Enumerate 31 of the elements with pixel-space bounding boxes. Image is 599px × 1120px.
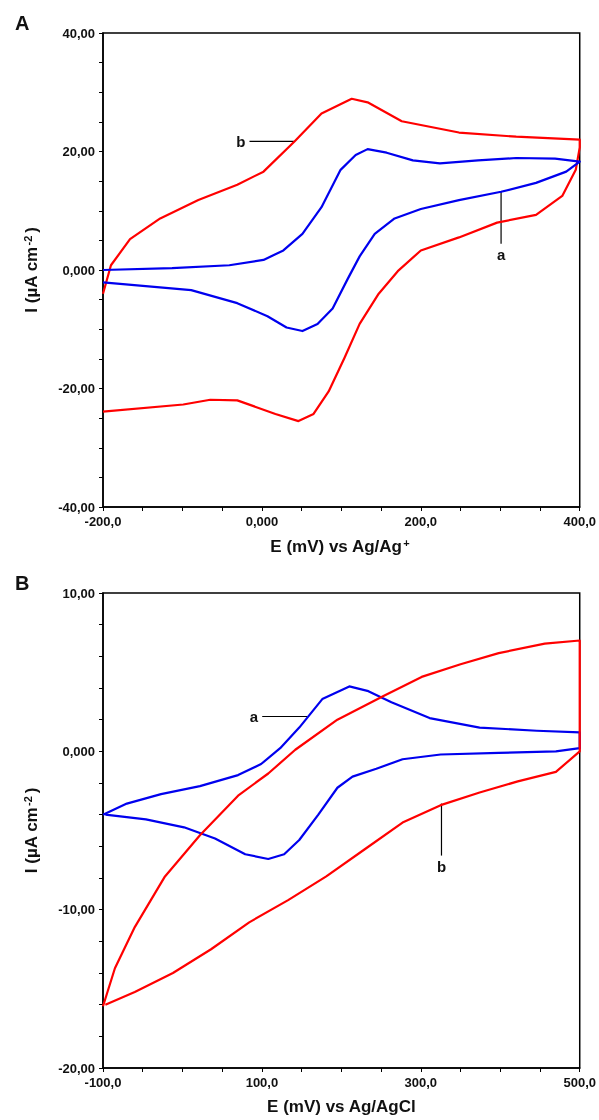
line-series — [101, 97, 581, 423]
chart-title: A — [15, 12, 30, 34]
chart-title: B — [15, 572, 30, 594]
x-tick-label: 100,0 — [245, 1075, 279, 1090]
x-axis-title: E (mV) vs Ag/AgCl — [267, 1097, 416, 1116]
line-series — [101, 639, 581, 1008]
y-tick-label: 40,00 — [62, 25, 95, 41]
y-tick-label: 0,000 — [62, 262, 95, 278]
annotation: a — [249, 708, 259, 725]
y-tick-label: -10,00 — [58, 902, 95, 918]
annotation: b — [236, 132, 246, 150]
y-axis-title: I (µA cm-2) — [21, 787, 41, 874]
x-tick-label: 0,000 — [245, 514, 279, 529]
line-series — [101, 685, 581, 861]
y-tick-label: -20,00 — [58, 1060, 95, 1076]
line-series — [101, 148, 581, 333]
y-tick-label: 0,000 — [62, 743, 95, 759]
x-tick-label: 300,0 — [404, 1075, 438, 1090]
x-tick-label: 200,0 — [404, 514, 438, 529]
x-tick-label: -200,0 — [84, 514, 122, 529]
x-tick-label: 500,0 — [563, 1075, 597, 1090]
y-tick-label: 10,00 — [62, 585, 95, 601]
x-tick-label: 400,0 — [563, 514, 597, 529]
x-tick-label: -100,0 — [84, 1075, 122, 1090]
x-axis-title: E (mV) vs Ag/Ag+ — [270, 536, 410, 556]
annotation: a — [496, 245, 506, 263]
y-axis-title: I (µA cm-2) — [21, 227, 41, 313]
y-tick-label: -40,00 — [58, 499, 95, 515]
y-tick-label: -20,00 — [58, 381, 95, 396]
y-tick-label: 20,00 — [62, 144, 95, 159]
annotation: b — [436, 857, 447, 875]
